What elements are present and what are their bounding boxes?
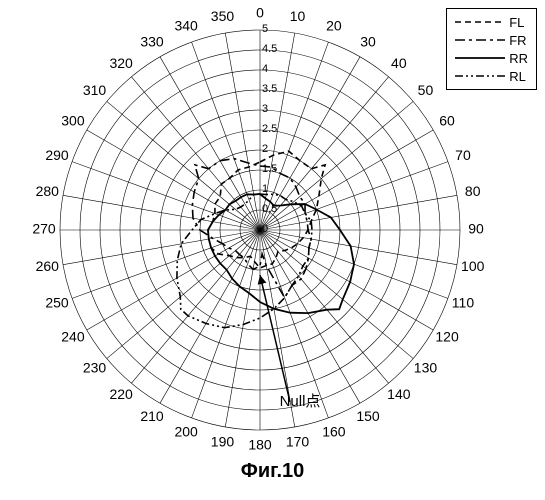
svg-text:Null点: Null点: [280, 393, 321, 410]
svg-text:150: 150: [356, 408, 380, 424]
figure-caption: Фиг.10: [0, 460, 545, 483]
legend-item-rl: RL: [455, 67, 528, 85]
svg-text:20: 20: [326, 18, 342, 34]
svg-text:340: 340: [174, 18, 198, 34]
svg-text:160: 160: [322, 424, 346, 440]
svg-text:250: 250: [45, 295, 69, 311]
svg-text:90: 90: [468, 221, 484, 237]
svg-text:5: 5: [262, 23, 268, 35]
svg-text:0: 0: [262, 223, 268, 235]
svg-text:110: 110: [452, 295, 475, 311]
legend-label: RR: [509, 51, 528, 66]
svg-text:200: 200: [174, 424, 198, 440]
svg-text:310: 310: [83, 82, 107, 98]
svg-text:3.5: 3.5: [262, 83, 277, 95]
svg-text:130: 130: [414, 360, 438, 376]
svg-text:280: 280: [36, 183, 60, 199]
svg-text:300: 300: [61, 113, 85, 129]
legend-item-fl: FL: [455, 13, 528, 31]
svg-text:140: 140: [387, 386, 411, 402]
legend-label: FL: [509, 15, 524, 30]
svg-text:330: 330: [140, 34, 164, 50]
svg-text:4.5: 4.5: [262, 43, 277, 55]
svg-text:70: 70: [455, 147, 471, 163]
svg-text:180: 180: [248, 437, 272, 453]
svg-text:120: 120: [435, 329, 459, 345]
svg-text:60: 60: [439, 113, 455, 129]
svg-text:10: 10: [290, 8, 306, 24]
svg-text:0.5: 0.5: [262, 203, 277, 215]
svg-text:190: 190: [211, 433, 235, 449]
svg-text:80: 80: [465, 183, 481, 199]
svg-text:260: 260: [36, 258, 60, 274]
legend-item-fr: FR: [455, 31, 528, 49]
svg-text:2: 2: [262, 143, 268, 155]
svg-text:3: 3: [262, 103, 268, 115]
svg-text:210: 210: [140, 408, 164, 424]
svg-text:290: 290: [45, 147, 69, 163]
svg-text:4: 4: [262, 63, 268, 75]
legend-label: FR: [509, 33, 526, 48]
legend: FL FR RR RL: [446, 8, 537, 90]
svg-text:30: 30: [360, 34, 376, 50]
svg-text:350: 350: [211, 8, 235, 24]
svg-text:50: 50: [418, 82, 434, 98]
legend-label: RL: [509, 69, 526, 84]
legend-item-rr: RR: [455, 49, 528, 67]
svg-text:0: 0: [256, 5, 264, 21]
svg-text:270: 270: [32, 221, 56, 237]
svg-text:230: 230: [83, 360, 107, 376]
svg-text:100: 100: [461, 258, 485, 274]
svg-text:170: 170: [286, 433, 310, 449]
svg-text:2.5: 2.5: [262, 123, 277, 135]
svg-text:240: 240: [61, 329, 85, 345]
svg-text:320: 320: [109, 55, 133, 71]
svg-text:220: 220: [109, 386, 133, 402]
svg-text:1: 1: [262, 183, 268, 195]
svg-text:40: 40: [391, 55, 407, 71]
polar-chart-container: 0102030405060708090100110120130140150160…: [0, 0, 545, 500]
